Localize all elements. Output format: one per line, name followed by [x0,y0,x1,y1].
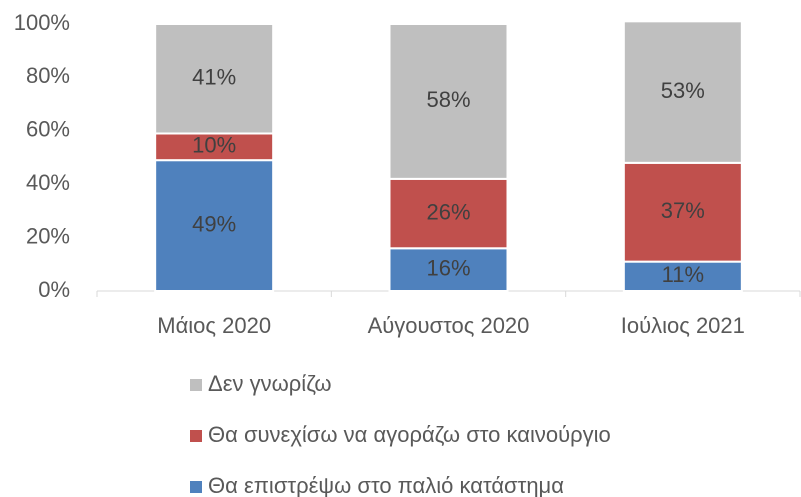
data-label: 49% [192,211,236,236]
legend-swatch [190,379,202,391]
y-tick-label: 80% [26,63,70,88]
data-label: 26% [426,199,470,224]
data-label: 16% [426,255,470,280]
data-label: 58% [426,87,470,112]
y-tick-label: 100% [14,10,70,35]
y-tick-label: 60% [26,117,70,142]
legend-label: Θα επιστρέψω στο παλιό κατάστημα [208,473,564,497]
legend-swatch [190,430,202,442]
legend-label: Θα συνεχίσω να αγοράζω στο καινούργιο [208,422,611,447]
x-tick-label: Ιούλιος 2021 [621,313,745,338]
bar-segment [622,161,743,263]
y-tick-label: 20% [26,223,70,248]
data-label: 41% [192,65,236,90]
legend-swatch [190,481,202,493]
data-label: 37% [661,198,705,223]
bar-segment [622,20,743,164]
x-tick-label: Μάιος 2020 [157,313,271,338]
legend-label: Δεν γνωρίζω [208,371,332,396]
y-tick-label: 0% [38,277,70,302]
y-tick-label: 40% [26,170,70,195]
bar-segment [388,23,509,180]
x-tick-label: Αύγουστος 2020 [368,313,530,338]
bar-segment [154,23,275,135]
data-label: 10% [192,133,236,158]
data-label: 11% [662,262,704,287]
data-label: 53% [661,78,705,103]
bar-segment [154,132,275,162]
bar-segment [154,159,275,292]
